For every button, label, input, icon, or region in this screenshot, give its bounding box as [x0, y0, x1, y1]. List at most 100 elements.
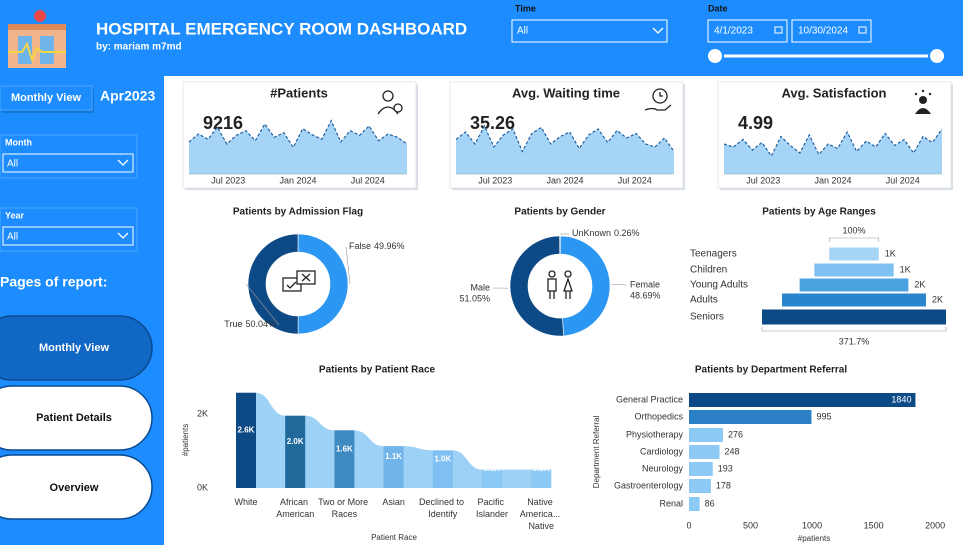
view-button[interactable]: [0, 85, 93, 111]
chart-title: Patients by Gender: [514, 207, 605, 218]
area: [189, 120, 407, 174]
category-label: Seniors: [690, 312, 724, 323]
x-tick-label: Jan 2024: [546, 175, 583, 185]
page-button[interactable]: [0, 454, 153, 520]
dropdown-value: All: [7, 232, 18, 243]
value-label: 1.1K: [385, 452, 402, 461]
year-dropdown[interactable]: [2, 226, 134, 246]
admission-icon: [282, 270, 316, 292]
dropdown-value: All: [7, 159, 18, 170]
filter-label: Year: [5, 210, 25, 220]
kpi-value: 9216: [203, 113, 243, 133]
leader-line: [245, 283, 280, 326]
value-label: 178: [716, 480, 731, 490]
x-tick-line: White: [234, 497, 257, 507]
view-button-label: Monthly View: [11, 92, 82, 104]
y-tick-label: 2K: [197, 408, 208, 418]
slice-label: Male: [470, 282, 490, 292]
period: Apr2023: [100, 88, 155, 104]
slice-value: 50.04%: [245, 319, 276, 329]
value-label: 2.0K: [287, 437, 304, 446]
value-label: 276: [728, 429, 743, 439]
value-label: 0.5K: [484, 464, 501, 473]
donut-slice: [297, 233, 349, 335]
slider-handle[interactable]: [706, 47, 724, 65]
x-tick-label: Jul 2023: [746, 175, 780, 185]
x-tick-line: Islander: [476, 509, 508, 519]
x-tick-label: Jul 2024: [351, 175, 385, 185]
x-axis-title: Patient Race: [371, 533, 417, 542]
donut-slice: [559, 235, 611, 337]
dropdown-value: All: [517, 26, 528, 37]
column: [531, 469, 552, 488]
x-tick-label: Jan 2024: [279, 175, 316, 185]
bar: [689, 479, 711, 493]
calendar-icon: [858, 26, 867, 34]
x-tick-label: Asian: [382, 497, 405, 507]
category-label: Cardiology: [640, 446, 684, 456]
x-tick-label: Pacific Islander: [476, 497, 508, 519]
chevron: [117, 232, 129, 239]
bar: [689, 428, 723, 442]
kpi-title: Avg. Waiting time: [512, 85, 620, 100]
dashboard-title: HOSPITAL EMERGENCY ROOM DASHBOARD: [96, 19, 467, 38]
bracket: [761, 327, 947, 332]
x-tick-label: Jul 2023: [478, 175, 512, 185]
x-tick-label: Jan 2024: [814, 175, 851, 185]
chart-title: Patients by Patient Race: [319, 365, 436, 376]
area: [456, 126, 674, 174]
category-label: Children: [690, 265, 727, 276]
x-tick-label: White: [234, 497, 257, 507]
value-label: 193: [718, 463, 733, 473]
x-tick-line: African: [280, 497, 311, 507]
line: [455, 124, 675, 153]
column: [432, 450, 453, 488]
hospital-icon: [8, 10, 66, 68]
leader-line: [345, 246, 351, 284]
satisfaction-icon: [914, 89, 932, 114]
value-label: 995: [816, 411, 831, 421]
slider-handle[interactable]: [928, 47, 946, 65]
value-label: 1K: [885, 248, 896, 258]
area: [724, 129, 942, 174]
slice-value: 48.69%: [630, 290, 661, 300]
slice-value: 49.96%: [374, 241, 405, 251]
x-tick-label: Jul 2023: [211, 175, 245, 185]
chart-title: Patients by Department Referral: [695, 365, 847, 376]
column: [285, 415, 306, 488]
date-start: 4/1/2023: [714, 26, 753, 37]
slice-label: Female: [630, 279, 660, 289]
slice-label-group: False 49.96%: [349, 241, 405, 251]
date-end-input[interactable]: [791, 19, 872, 43]
clock-hand-icon: [644, 88, 672, 111]
page-button-active[interactable]: [0, 315, 153, 381]
date-end: 10/30/2024: [798, 26, 848, 37]
category-label: Gastroenterology: [614, 480, 684, 490]
funnel-bottom-label: 371.7%: [839, 336, 870, 346]
time-dropdown[interactable]: [511, 19, 668, 43]
kpi-value: 35.26: [470, 113, 515, 133]
column: [383, 446, 404, 488]
funnel-bar: [799, 278, 909, 292]
x-axis-title: #patients: [798, 534, 830, 543]
category-label: General Practice: [616, 394, 683, 404]
slice-label: UnKnown: [572, 228, 611, 238]
bar: [689, 445, 720, 459]
bracket: [828, 237, 880, 242]
value-label: 2.6K: [238, 425, 255, 434]
y-axis-title: #patients: [181, 424, 190, 456]
x-tick-label: Declined to Identify: [419, 497, 467, 519]
category-label: Teenagers: [690, 249, 737, 260]
value-label: 1.6K: [336, 444, 353, 453]
funnel-bar: [814, 263, 894, 277]
gender-icon: [547, 270, 573, 299]
value-label: 1K: [900, 264, 911, 274]
x-tick-line: Identify: [428, 509, 458, 519]
date-start-input[interactable]: [707, 19, 788, 43]
chevron: [117, 159, 129, 166]
x-tick-label: 2000: [925, 520, 945, 530]
page-button[interactable]: [0, 385, 153, 451]
bar: [689, 497, 700, 511]
month-dropdown[interactable]: [2, 153, 134, 173]
